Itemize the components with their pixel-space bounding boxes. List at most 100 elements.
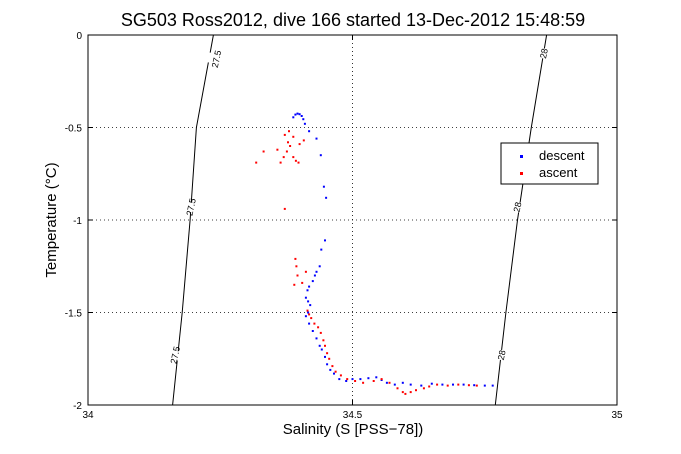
ascent-point bbox=[283, 133, 286, 136]
ascent-point bbox=[294, 257, 297, 260]
ascent-point bbox=[283, 207, 286, 210]
x-tick-label: 34 bbox=[82, 410, 94, 421]
descent-point bbox=[430, 382, 433, 385]
ascent-point bbox=[457, 383, 460, 386]
descent-point bbox=[318, 265, 321, 268]
descent-point bbox=[351, 378, 354, 381]
isopycnal-label: 27.5 bbox=[184, 197, 197, 216]
ascent-point bbox=[306, 309, 309, 312]
ascent-point bbox=[396, 387, 399, 390]
descent-point bbox=[420, 384, 423, 387]
ascent-point bbox=[296, 274, 299, 277]
descent-point bbox=[483, 384, 486, 387]
descent-point bbox=[318, 344, 321, 347]
descent-point bbox=[296, 112, 299, 115]
descent-point bbox=[303, 122, 306, 125]
descent-point bbox=[385, 381, 388, 384]
descent-point bbox=[338, 378, 341, 381]
legend-marker-descent bbox=[520, 155, 523, 158]
descent-point bbox=[307, 311, 310, 314]
ascent-point bbox=[293, 283, 296, 286]
legend: descent ascent bbox=[500, 142, 599, 185]
isopycnal-label: 28 bbox=[496, 349, 508, 361]
descent-point bbox=[326, 363, 329, 366]
descent-point bbox=[325, 196, 328, 199]
isopycnal-label-bg bbox=[490, 348, 513, 363]
isopycnal-label-bg bbox=[205, 52, 228, 67]
ascent-point bbox=[295, 265, 298, 268]
ascent-point bbox=[297, 161, 300, 164]
descent-point bbox=[315, 337, 318, 340]
ascent-point bbox=[276, 148, 279, 151]
ascent-point bbox=[301, 281, 304, 284]
descent-point bbox=[307, 300, 310, 303]
ascent-point bbox=[339, 374, 342, 377]
ascent-point bbox=[310, 317, 313, 320]
descent-point bbox=[324, 239, 326, 242]
y-tick-label: -1 bbox=[73, 216, 82, 227]
descent-point bbox=[308, 130, 311, 133]
ascent-point bbox=[287, 141, 289, 144]
isopycnal-line-28 bbox=[494, 35, 548, 405]
descent-point bbox=[320, 348, 323, 351]
isopycnal-label: 27.5 bbox=[210, 49, 223, 68]
isopycnal-label-bg bbox=[164, 348, 187, 363]
y-tick-label: -2 bbox=[73, 401, 82, 412]
ascent-point bbox=[401, 391, 404, 394]
ascent-point bbox=[313, 322, 316, 325]
descent-point bbox=[306, 289, 309, 292]
legend-box bbox=[500, 142, 599, 185]
ascent-point bbox=[428, 385, 431, 388]
descent-point bbox=[308, 322, 311, 325]
ascent-point bbox=[285, 150, 288, 153]
ascent-point bbox=[298, 143, 301, 146]
descent-point bbox=[367, 377, 370, 380]
descent-point bbox=[304, 315, 307, 318]
ascent-point bbox=[346, 378, 349, 381]
legend-label-descent: descent bbox=[539, 148, 585, 163]
descent-point bbox=[409, 383, 412, 386]
descent-point bbox=[375, 376, 378, 379]
ascent-point bbox=[288, 130, 290, 133]
isopycnal-label: 28 bbox=[512, 201, 524, 213]
descent-point bbox=[393, 383, 396, 386]
ascent-point bbox=[289, 145, 292, 147]
y-tick-label: 0 bbox=[76, 31, 82, 42]
ascent-point bbox=[292, 135, 295, 138]
descent-point bbox=[302, 118, 305, 121]
y-tick-label: -0.5 bbox=[65, 124, 83, 135]
ascent-point bbox=[294, 159, 297, 162]
ascent-point bbox=[326, 352, 329, 355]
ascent-point bbox=[319, 331, 322, 334]
ascent-point bbox=[302, 139, 305, 142]
ascent-point bbox=[279, 161, 282, 164]
descent-point bbox=[298, 113, 301, 116]
descent-point bbox=[329, 368, 332, 371]
descent-point bbox=[401, 381, 404, 384]
isopycnal-label-bg bbox=[180, 200, 202, 215]
descent-point bbox=[294, 113, 297, 116]
descent-point bbox=[452, 383, 454, 386]
x-tick-label: 34.5 bbox=[343, 410, 363, 421]
descent-point bbox=[359, 378, 362, 381]
descent-point bbox=[300, 115, 303, 117]
legend-marker-ascent bbox=[520, 172, 523, 175]
descent-point bbox=[308, 285, 311, 288]
ascent-point bbox=[372, 380, 375, 382]
isopycnal-label-bg bbox=[533, 46, 555, 61]
descent-point bbox=[320, 248, 323, 251]
ascent-point bbox=[436, 383, 439, 386]
descent-point bbox=[292, 116, 295, 119]
plot-frame bbox=[87, 34, 618, 406]
chart-title: SG503 Ross2012, dive 166 started 13-Dec-… bbox=[121, 10, 585, 30]
ascent-point bbox=[328, 357, 331, 360]
isopycnal-label: 27.5 bbox=[169, 345, 182, 364]
ascent-point bbox=[308, 313, 311, 316]
descent-point bbox=[319, 154, 322, 157]
descent-point bbox=[345, 380, 348, 382]
ascent-point bbox=[262, 150, 265, 153]
isopycnal-label: 28 bbox=[538, 48, 550, 60]
descent-point bbox=[311, 330, 314, 332]
ascent-point bbox=[380, 378, 383, 381]
ascent-point bbox=[409, 391, 412, 394]
